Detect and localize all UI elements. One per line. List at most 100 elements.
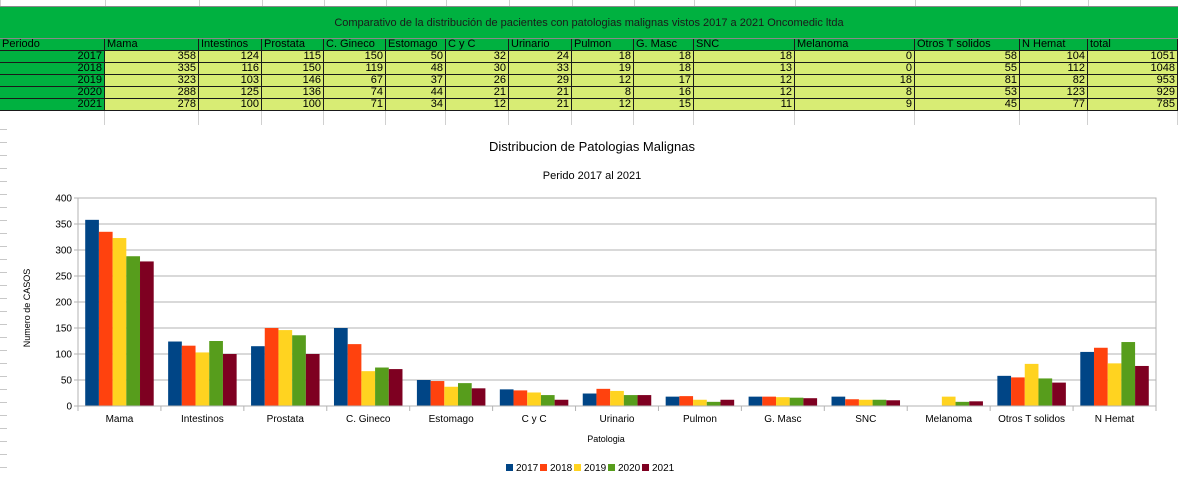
bar-2021-c-gineco[interactable]: [388, 369, 403, 406]
empty-cell[interactable]: [324, 111, 386, 125]
bar-2018-urinario[interactable]: [596, 388, 611, 406]
value-cell[interactable]: 104: [1020, 51, 1088, 63]
bar-2019-mama[interactable]: [112, 238, 127, 406]
bar-2017-n-hemat[interactable]: [1080, 351, 1094, 406]
empty-cell[interactable]: [199, 111, 262, 125]
value-cell[interactable]: 67: [324, 75, 386, 87]
empty-cell[interactable]: [634, 111, 694, 125]
value-cell[interactable]: 77: [1020, 99, 1088, 111]
bar-2020-c-y-c[interactable]: [540, 395, 555, 406]
value-cell[interactable]: 146: [262, 75, 324, 87]
header-cell[interactable]: Otros T solidos: [915, 39, 1020, 51]
value-cell[interactable]: 1048: [1088, 63, 1178, 75]
value-cell[interactable]: 100: [262, 99, 324, 111]
bar-2020-prostata[interactable]: [292, 335, 306, 406]
value-cell[interactable]: 12: [572, 99, 634, 111]
bar-2019-intestinos[interactable]: [195, 352, 210, 406]
bar-2021-melanoma[interactable]: [969, 401, 983, 406]
period-cell[interactable]: 2019: [0, 75, 105, 87]
bar-2021-n-hemat[interactable]: [1135, 365, 1149, 406]
bar-2020-otros-t-solidos[interactable]: [1038, 378, 1053, 406]
bar-2017-intestinos[interactable]: [168, 341, 182, 406]
value-cell[interactable]: 21: [446, 87, 509, 99]
bar-2017-g-masc[interactable]: [748, 396, 763, 406]
value-cell[interactable]: 13: [694, 63, 795, 75]
empty-cell[interactable]: [694, 111, 795, 125]
bar-2018-pulmon[interactable]: [679, 396, 694, 406]
bar-2018-otros-t-solidos[interactable]: [1011, 377, 1025, 406]
value-cell[interactable]: 785: [1088, 99, 1178, 111]
bar-2019-otros-t-solidos[interactable]: [1024, 363, 1039, 406]
period-cell[interactable]: 2018: [0, 63, 105, 75]
bar-2021-snc[interactable]: [886, 400, 901, 406]
bar-2018-c-y-c[interactable]: [513, 390, 528, 406]
header-cell[interactable]: Estomago: [386, 39, 446, 51]
header-cell[interactable]: total: [1088, 39, 1178, 51]
bar-2018-c-gineco[interactable]: [347, 344, 362, 406]
value-cell[interactable]: 335: [105, 63, 199, 75]
header-cell[interactable]: C. Gineco: [324, 39, 386, 51]
header-cell[interactable]: G. Masc: [634, 39, 694, 51]
bar-2020-snc[interactable]: [872, 399, 887, 406]
bar-2018-prostata[interactable]: [264, 328, 279, 406]
value-cell[interactable]: 8: [795, 87, 915, 99]
value-cell[interactable]: 74: [324, 87, 386, 99]
value-cell[interactable]: 18: [634, 51, 694, 63]
value-cell[interactable]: 8: [572, 87, 634, 99]
bar-2017-c-gineco[interactable]: [333, 328, 348, 406]
header-cell[interactable]: Urinario: [509, 39, 572, 51]
bar-2021-pulmon[interactable]: [720, 399, 735, 406]
value-cell[interactable]: 12: [572, 75, 634, 87]
bar-2018-n-hemat[interactable]: [1093, 347, 1108, 406]
bar-2021-intestinos[interactable]: [222, 354, 237, 406]
header-cell[interactable]: C y C: [446, 39, 509, 51]
bar-2019-snc[interactable]: [858, 399, 873, 406]
bar-2018-snc[interactable]: [845, 399, 859, 406]
empty-cell[interactable]: [572, 111, 634, 125]
value-cell[interactable]: 116: [199, 63, 262, 75]
value-cell[interactable]: 29: [509, 75, 572, 87]
value-cell[interactable]: 119: [324, 63, 386, 75]
bar-2018-intestinos[interactable]: [181, 345, 196, 406]
bar-2020-mama[interactable]: [126, 256, 141, 406]
value-cell[interactable]: 103: [199, 75, 262, 87]
bar-2020-g-masc[interactable]: [789, 397, 804, 406]
value-cell[interactable]: 24: [509, 51, 572, 63]
value-cell[interactable]: 1051: [1088, 51, 1178, 63]
bar-2019-urinario[interactable]: [610, 390, 624, 406]
value-cell[interactable]: 58: [915, 51, 1020, 63]
bar-2019-pulmon[interactable]: [693, 399, 707, 406]
value-cell[interactable]: 71: [324, 99, 386, 111]
bar-2019-prostata[interactable]: [278, 330, 293, 406]
header-cell[interactable]: Pulmon: [572, 39, 634, 51]
value-cell[interactable]: 278: [105, 99, 199, 111]
value-cell[interactable]: 358: [105, 51, 199, 63]
bar-2021-otros-t-solidos[interactable]: [1052, 382, 1066, 406]
bar-2020-n-hemat[interactable]: [1121, 342, 1136, 406]
value-cell[interactable]: 929: [1088, 87, 1178, 99]
value-cell[interactable]: 288: [105, 87, 199, 99]
bar-2019-c-gineco[interactable]: [361, 371, 376, 406]
value-cell[interactable]: 37: [386, 75, 446, 87]
value-cell[interactable]: 44: [386, 87, 446, 99]
bar-2020-estomago[interactable]: [458, 383, 472, 406]
period-cell[interactable]: 2017: [0, 51, 105, 63]
bar-2017-mama[interactable]: [85, 219, 99, 406]
bar-2021-urinario[interactable]: [637, 395, 652, 406]
empty-cell[interactable]: [0, 111, 105, 125]
value-cell[interactable]: 50: [386, 51, 446, 63]
bar-2020-c-gineco[interactable]: [375, 367, 389, 406]
value-cell[interactable]: 100: [199, 99, 262, 111]
value-cell[interactable]: 16: [634, 87, 694, 99]
header-cell[interactable]: Intestinos: [199, 39, 262, 51]
empty-cell[interactable]: [509, 111, 572, 125]
value-cell[interactable]: 150: [324, 51, 386, 63]
bar-2017-c-y-c[interactable]: [499, 389, 514, 406]
bar-2020-melanoma[interactable]: [955, 401, 970, 406]
bar-2017-pulmon[interactable]: [665, 396, 680, 406]
value-cell[interactable]: 112: [1020, 63, 1088, 75]
header-cell[interactable]: N Hemat: [1020, 39, 1088, 51]
value-cell[interactable]: 21: [509, 99, 572, 111]
value-cell[interactable]: 12: [694, 75, 795, 87]
bar-2018-estomago[interactable]: [430, 381, 445, 406]
